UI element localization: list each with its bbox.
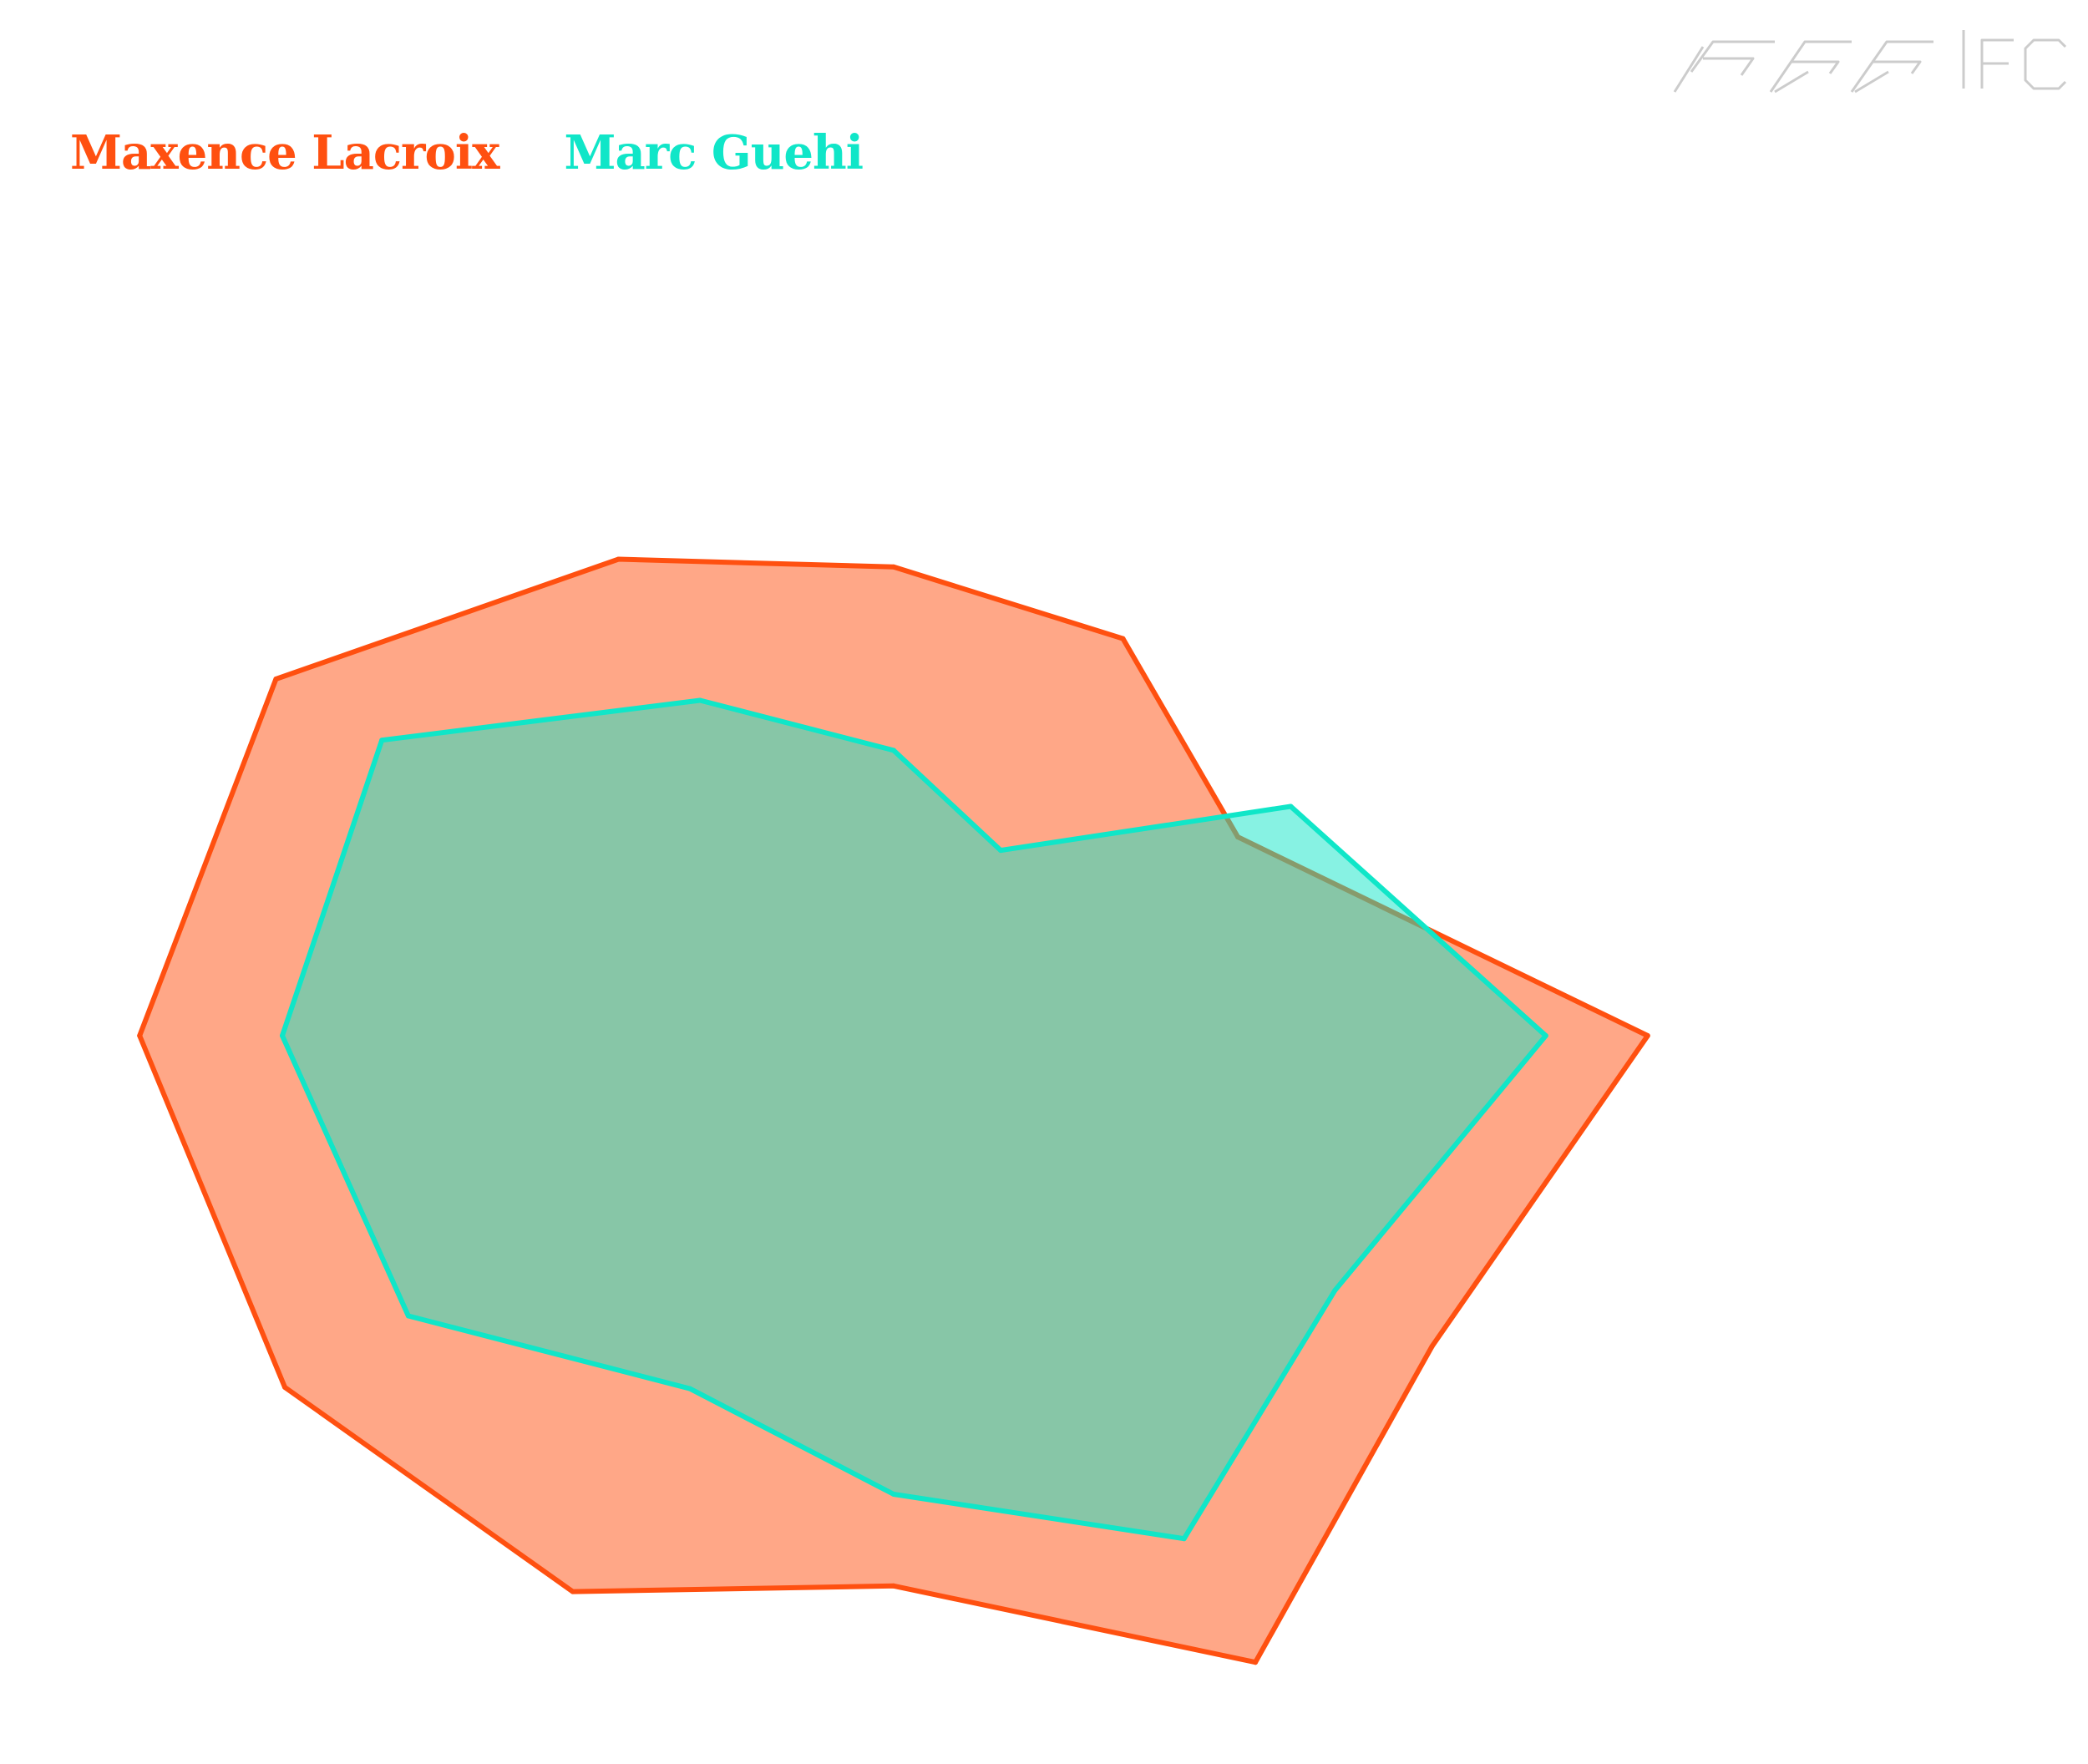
radar-series-1-point-10	[891, 1583, 896, 1589]
radar-series-1-point-6	[273, 677, 279, 682]
radar-series-1-point-3	[1120, 636, 1126, 641]
radar-series-1-point-12	[1429, 1344, 1435, 1350]
legend-entry-series-2: Marc Guehi	[564, 125, 864, 180]
radar-series-2-point-11	[1181, 1536, 1187, 1542]
radar-series-2-point-5	[697, 697, 703, 703]
radar-series-1-point-11	[1253, 1660, 1259, 1665]
radar-series-2-point-4	[891, 748, 896, 753]
radar-series-1-point-5	[616, 556, 621, 562]
radar-series-2-point-8	[405, 1313, 411, 1319]
radar-series-2-point-1	[1543, 1033, 1548, 1038]
radar-series-1-point-1	[1645, 1033, 1650, 1038]
radar-series-1-point-8	[282, 1384, 287, 1390]
legend-entry-series-1: Maxence Lacroix	[70, 125, 499, 180]
radar-series-2-point-9	[687, 1386, 692, 1391]
legend: Maxence Lacroix Marc Guehi	[70, 125, 864, 180]
radar-series-1-point-4	[891, 564, 896, 570]
radar-series-2-point-2	[1288, 803, 1294, 809]
radar-series-2-point-7	[280, 1033, 285, 1038]
pff-fc-logo-icon	[1673, 30, 2067, 94]
radar-series-2-point-3	[998, 848, 1004, 854]
radar-series-1-point-9	[570, 1589, 575, 1594]
radar-series-2-point-10	[891, 1492, 896, 1497]
radar-series-2-point-6	[379, 738, 385, 743]
radar-series-2-point-12	[1332, 1288, 1338, 1293]
radar-series-1-point-7	[137, 1033, 143, 1038]
